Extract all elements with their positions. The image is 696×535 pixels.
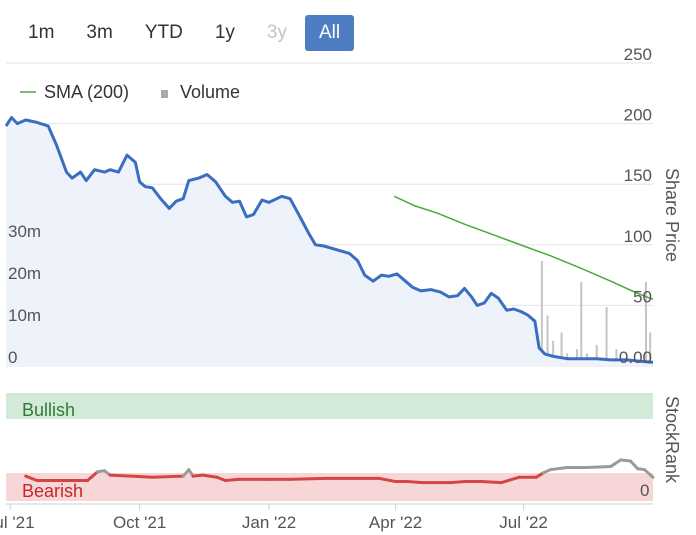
- stockrank-segment: [499, 475, 521, 485]
- stockrank-segment: [86, 470, 99, 482]
- x-tick-label: Apr '22: [369, 513, 422, 532]
- volume-tick-label: 20m: [8, 264, 41, 283]
- price-tick-label: 0.00: [619, 348, 652, 367]
- volume-bar: [580, 282, 583, 366]
- stockrank-segment: [448, 480, 467, 485]
- range-button-1y[interactable]: 1y: [214, 22, 235, 43]
- stockrank-segment: [223, 477, 240, 482]
- price-tick-label: 50: [633, 287, 652, 306]
- range-selector: 1m 3m YTD 1y 3y All: [14, 15, 355, 51]
- price-tick-label: 250: [624, 45, 652, 64]
- x-tick-label: Jul '21: [0, 513, 35, 532]
- stockrank-segment: [215, 475, 227, 482]
- range-button-ytd[interactable]: YTD: [144, 22, 183, 43]
- stockrank-segment: [129, 474, 154, 479]
- stockrank-segment: [24, 474, 39, 482]
- share-price-line: [4, 116, 654, 364]
- volume-bar: [540, 261, 543, 366]
- volume-bar: [605, 307, 608, 366]
- stockrank-panel: Bullish Bearish 0 StockRank: [6, 393, 682, 501]
- stockrank-segment: [191, 473, 205, 478]
- stockrank-segment: [150, 474, 185, 479]
- x-tick-label: Jan '22: [242, 513, 296, 532]
- volume-bar: [649, 332, 652, 366]
- stockrank-segment: [585, 464, 613, 470]
- stockrank-segment: [643, 468, 655, 479]
- bullish-band: [6, 393, 653, 419]
- volume-legend-label[interactable]: Volume: [180, 82, 240, 102]
- stockrank-segment: [548, 466, 569, 472]
- stockrank-segment: [609, 458, 623, 468]
- share-price-axis-label: Share Price: [662, 168, 682, 262]
- volume-bar: [615, 349, 618, 366]
- price-tick-label: 200: [624, 106, 652, 125]
- stockrank-segment: [287, 476, 327, 481]
- stockrank-segment: [406, 480, 424, 485]
- volume-bar: [546, 315, 549, 366]
- x-tick-label: Oct '21: [113, 513, 166, 532]
- stockrank-segment: [479, 480, 503, 485]
- stockrank-segment: [628, 459, 640, 471]
- price-tick-label: 150: [624, 166, 652, 185]
- legend: SMA (200) Volume: [20, 82, 240, 102]
- stockrank-axis-label: StockRank: [662, 396, 682, 484]
- volume-tick-label: 10m: [8, 306, 41, 325]
- stockrank-segment: [377, 476, 398, 484]
- x-axis-ticks: Jul '21 Oct '21 Jan '22 Apr '22 Jul '22: [0, 504, 548, 532]
- volume-bar: [552, 340, 555, 366]
- volume-tick-label: 0: [8, 348, 17, 367]
- range-button-3y: 3y: [266, 22, 287, 43]
- price-tick-label: 100: [624, 227, 652, 246]
- stockrank-zero-tick: 0: [640, 481, 649, 500]
- volume-legend-swatch: [161, 90, 168, 98]
- bearish-band-label: Bearish: [22, 481, 83, 501]
- volume-tick-label: 30m: [8, 222, 41, 241]
- bullish-band-label: Bullish: [22, 400, 75, 420]
- volume-bar: [595, 345, 598, 366]
- stockrank-segment: [108, 473, 133, 478]
- range-button-3m[interactable]: 3m: [86, 22, 113, 43]
- stockrank-segment: [201, 473, 219, 479]
- sma-legend-label[interactable]: SMA (200): [44, 82, 129, 102]
- volume-bar: [644, 282, 647, 366]
- x-tick-label: Jul '22: [499, 513, 548, 532]
- range-button-1m[interactable]: 1m: [28, 22, 55, 43]
- stockrank-segment: [619, 458, 632, 463]
- sma-200-line: [393, 195, 654, 300]
- price-axis-ticks: 250 200 150 100 50 0.00: [619, 45, 652, 367]
- stockrank-line: [24, 458, 655, 485]
- volume-bar: [560, 332, 563, 366]
- price-area: [6, 117, 653, 366]
- range-button-all[interactable]: All: [304, 15, 355, 51]
- price-panel: 250 200 150 100 50 0.00 30m 20m 10m 0 Share Pric…: [4, 45, 682, 370]
- volume-axis-ticks: 30m 20m 10m 0: [8, 222, 41, 367]
